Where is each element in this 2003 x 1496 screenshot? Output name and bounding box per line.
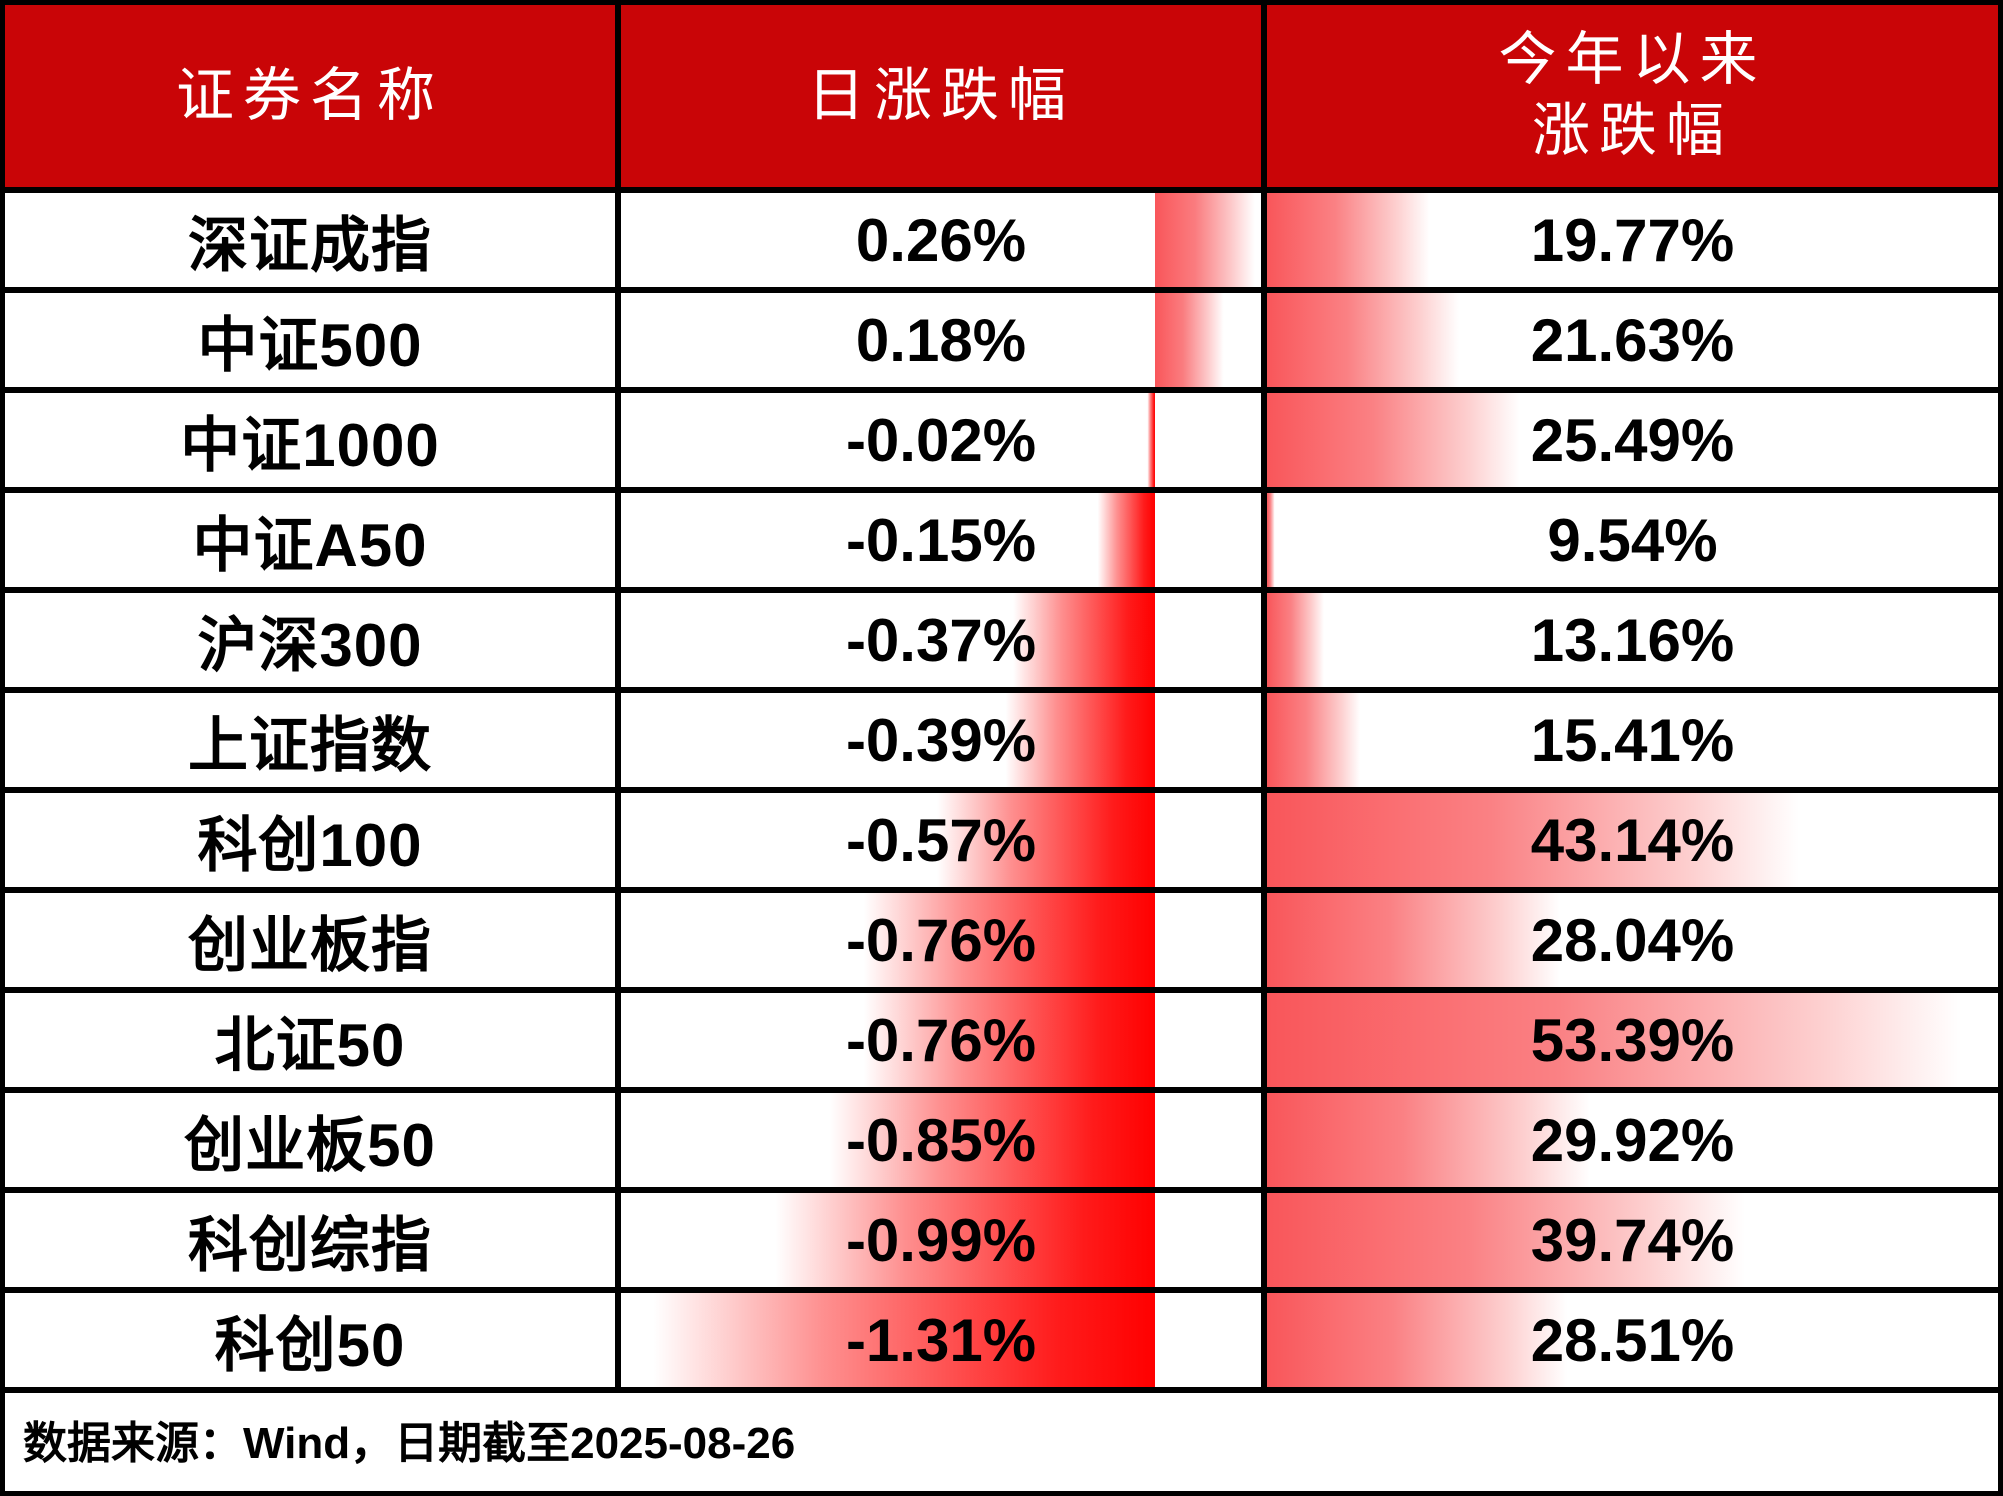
ytd-change-value: 43.14% (1530, 806, 1735, 874)
ytd-change-databar (1267, 1293, 1584, 1387)
ytd-change-databar (1267, 493, 1276, 587)
table-row: 创业板50 -0.85% 29.92% (5, 1087, 1998, 1187)
daily-change-value: -0.39% (845, 706, 1037, 774)
daily-change-value: -0.37% (845, 606, 1037, 674)
daily-change-databar (922, 793, 1155, 887)
ytd-change-value: 9.54% (1547, 506, 1718, 574)
table-row: 上证指数 -0.39% 15.41% (5, 687, 1998, 787)
ytd-change-value: 39.74% (1530, 1206, 1735, 1274)
column-header-daily-change-label: 日涨跌幅 (806, 62, 1075, 128)
daily-change-databar (996, 693, 1155, 787)
daily-change-value: -0.85% (845, 1106, 1037, 1174)
table-row: 创业板指 -0.76% 28.04% (5, 887, 1998, 987)
ytd-change-databar (1267, 193, 1438, 287)
table-body: 深证成指 0.26% 19.77% 中证500 0.18% 21.63% (5, 187, 1998, 1387)
column-header-ytd-change-line2: 涨跌幅 (1531, 98, 1733, 163)
daily-change-value: -0.57% (845, 806, 1037, 874)
table-row: 沪深300 -0.37% 13.16% (5, 587, 1998, 687)
daily-change-databar (1004, 593, 1155, 687)
daily-change-value: -0.99% (845, 1206, 1037, 1274)
ytd-change-databar (1267, 793, 1828, 887)
index-name: 科创综指 (188, 1211, 432, 1279)
daily-change-databar (845, 893, 1155, 987)
ytd-change-databar (1267, 293, 1469, 387)
daily-change-databar (808, 1093, 1155, 1187)
table-row: 科创100 -0.57% 43.14% (5, 787, 1998, 887)
daily-change-databar (1155, 293, 1229, 387)
daily-change-databar (1155, 193, 1261, 287)
daily-change-value: -0.15% (845, 506, 1037, 574)
daily-change-databar (1093, 493, 1155, 587)
table-row: 科创综指 -0.99% 39.74% (5, 1187, 1998, 1287)
table-row: 中证A50 -0.15% 9.54% (5, 487, 1998, 587)
ytd-change-value: 19.77% (1530, 206, 1735, 274)
column-header-daily-change: 日涨跌幅 (621, 5, 1267, 187)
ytd-change-databar (1267, 993, 1998, 1087)
ytd-change-value: 28.04% (1530, 906, 1735, 974)
ytd-change-databar (1267, 893, 1576, 987)
daily-change-databar (621, 1293, 1155, 1387)
ytd-change-value: 53.39% (1530, 1006, 1735, 1074)
daily-change-value: -0.02% (845, 406, 1037, 474)
table-row: 中证500 0.18% 21.63% (5, 287, 1998, 387)
index-name: 北证50 (214, 1011, 406, 1079)
ytd-change-databar (1267, 593, 1328, 687)
index-name: 中证500 (197, 311, 423, 379)
ytd-change-databar (1267, 393, 1533, 487)
index-name: 上证指数 (188, 711, 432, 779)
ytd-change-value: 29.92% (1530, 1106, 1735, 1174)
daily-change-value: -1.31% (845, 1306, 1037, 1374)
daily-change-value: -0.76% (845, 1006, 1037, 1074)
daily-change-databar (845, 993, 1155, 1087)
column-header-security-name-label: 证券名称 (175, 62, 444, 128)
daily-change-value: 0.26% (855, 206, 1027, 274)
index-name: 深证成指 (188, 211, 432, 279)
ytd-change-value: 13.16% (1530, 606, 1735, 674)
column-header-security-name: 证券名称 (5, 5, 621, 187)
table-row: 北证50 -0.76% 53.39% (5, 987, 1998, 1087)
index-name: 创业板50 (184, 1111, 436, 1179)
index-name: 科创100 (197, 811, 423, 879)
ytd-change-databar (1267, 1093, 1607, 1187)
index-name: 中证A50 (192, 511, 428, 579)
ytd-change-databar (1267, 693, 1365, 787)
daily-change-databar (751, 1193, 1155, 1287)
table-row: 科创50 -1.31% 28.51% (5, 1287, 1998, 1387)
column-header-ytd-change: 今年以来 涨跌幅 (1267, 5, 1998, 187)
table-row: 中证1000 -0.02% 25.49% (5, 387, 1998, 487)
ytd-change-value: 28.51% (1530, 1306, 1735, 1374)
source-note: 数据来源：Wind，日期截至2025-08-26 (23, 1419, 796, 1468)
daily-change-databar (1146, 393, 1155, 487)
ytd-change-value: 15.41% (1530, 706, 1735, 774)
table-row: 深证成指 0.26% 19.77% (5, 187, 1998, 287)
index-name: 沪深300 (197, 611, 423, 679)
ytd-change-value: 25.49% (1530, 406, 1735, 474)
daily-change-value: 0.18% (855, 306, 1027, 374)
ytd-change-value: 21.63% (1530, 306, 1735, 374)
table-header-row: 证券名称 日涨跌幅 今年以来 涨跌幅 (5, 5, 1998, 187)
ytd-change-databar (1267, 1193, 1771, 1287)
index-name: 科创50 (214, 1311, 406, 1379)
index-name: 中证1000 (180, 411, 440, 479)
daily-change-value: -0.76% (845, 906, 1037, 974)
source-note-row: 数据来源：Wind，日期截至2025-08-26 (5, 1387, 1998, 1485)
column-header-ytd-change-line1: 今年以来 (1498, 27, 1767, 93)
index-name: 创业板指 (188, 911, 432, 979)
